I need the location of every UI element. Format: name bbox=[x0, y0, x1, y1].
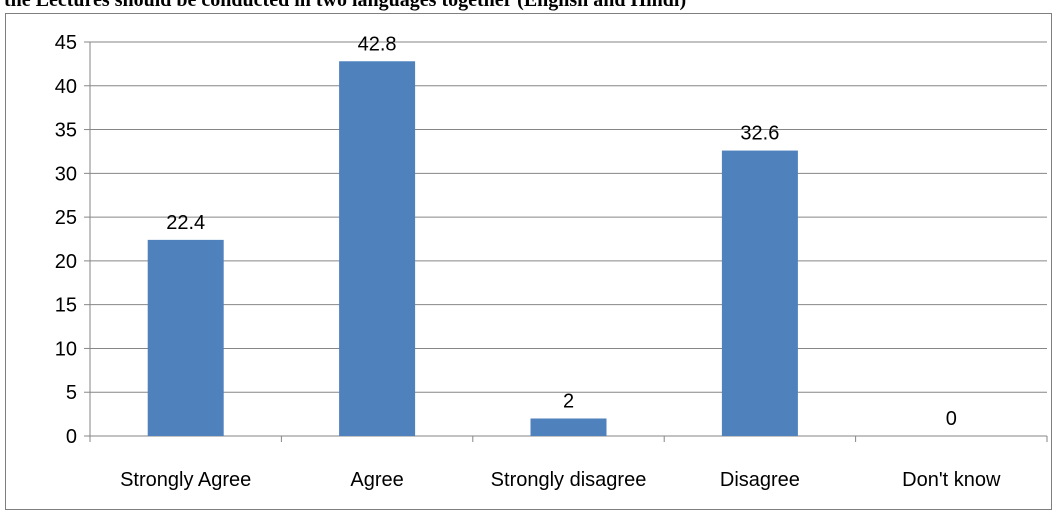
y-tick-label: 0 bbox=[66, 426, 77, 448]
y-tick-label: 20 bbox=[55, 251, 77, 273]
bar bbox=[147, 239, 224, 436]
y-tick-label: 15 bbox=[55, 295, 77, 317]
data-label: 42.8 bbox=[358, 33, 397, 55]
y-tick-label: 45 bbox=[55, 32, 77, 54]
chart-frame: 0 5 10 15 20 25 30 35 40 45 22.4 Strongly Agree 42.8… bbox=[5, 13, 1052, 510]
y-tick-label: 30 bbox=[55, 163, 77, 185]
category-label: Strongly Agree bbox=[120, 469, 251, 491]
y-tick-label: 25 bbox=[55, 207, 77, 229]
data-label: 32.6 bbox=[740, 123, 779, 145]
category-label: Disagree bbox=[720, 469, 800, 491]
category-label: Strongly disagree bbox=[491, 469, 647, 491]
category-label: Don't know bbox=[902, 469, 1001, 491]
y-tick-label: 5 bbox=[66, 382, 77, 404]
y-tick-label: 35 bbox=[55, 120, 77, 142]
data-label: 2 bbox=[563, 390, 574, 412]
page-title: the Lectures should be conducted in two … bbox=[4, 0, 687, 11]
data-label: 0 bbox=[946, 408, 957, 430]
category-label: Agree bbox=[350, 469, 403, 491]
bar bbox=[721, 150, 798, 436]
y-tick-label: 10 bbox=[55, 338, 77, 360]
bar bbox=[530, 418, 607, 436]
bar bbox=[339, 61, 416, 437]
y-tick-label: 40 bbox=[55, 76, 77, 98]
data-label: 22.4 bbox=[166, 212, 205, 234]
